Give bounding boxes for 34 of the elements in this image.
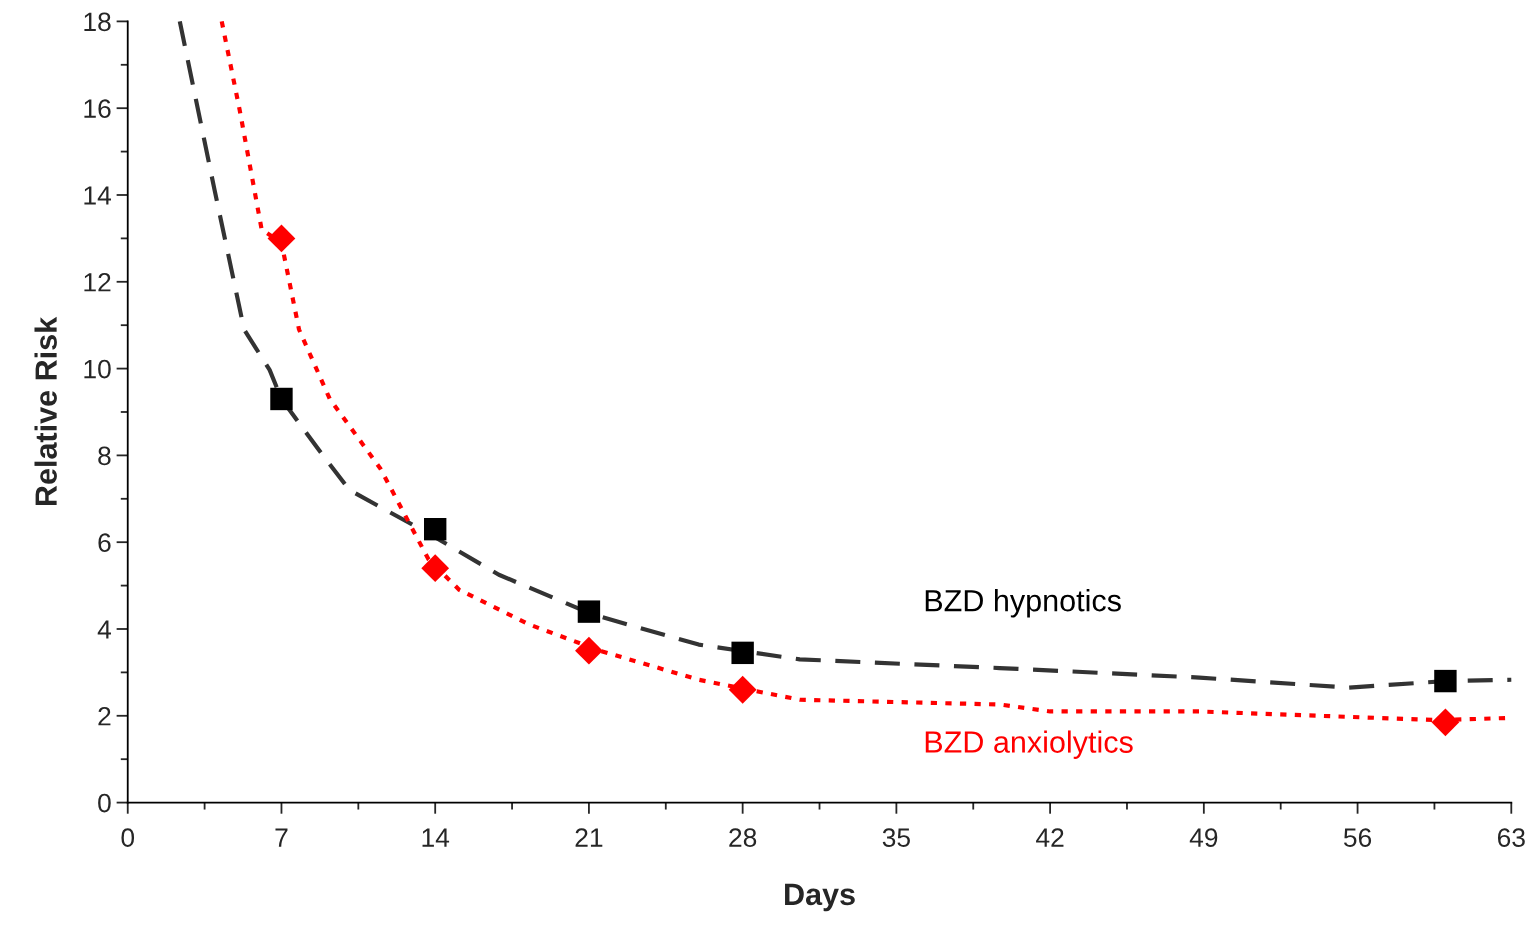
point xyxy=(424,517,447,541)
point xyxy=(731,641,754,665)
x-axis-title: Days xyxy=(785,883,855,912)
x-tick-label: 42 xyxy=(1036,828,1064,847)
x-tick-label: 35 xyxy=(882,828,910,847)
point xyxy=(575,636,603,665)
y-tick-label: 18 xyxy=(84,12,111,32)
y-tick-label: 10 xyxy=(84,359,111,379)
point xyxy=(270,387,293,411)
y-tick-label: 2 xyxy=(98,706,111,726)
point xyxy=(577,600,601,623)
x-tick-label: 0 xyxy=(121,828,135,847)
point xyxy=(1431,708,1460,737)
x-tick-label: 14 xyxy=(422,828,450,847)
y-tick-label: 0 xyxy=(98,793,111,813)
y-tick-label: 6 xyxy=(98,533,111,553)
y-axis-title: Relative Risk xyxy=(34,316,57,506)
y-tick-label: 16 xyxy=(84,99,111,119)
point xyxy=(421,554,450,583)
x-tick-label: 56 xyxy=(1343,828,1372,847)
text: BZD anxiolytics xyxy=(925,730,1133,759)
x-tick-label: 63 xyxy=(1497,828,1525,847)
x-tick-label: 7 xyxy=(275,828,288,847)
point xyxy=(728,675,757,704)
x-tick-label: 49 xyxy=(1189,828,1218,847)
y-tick-label: 12 xyxy=(84,272,111,292)
y-tick-label: 8 xyxy=(98,446,111,466)
point xyxy=(267,224,296,253)
text: BZD hypnotics xyxy=(925,589,1121,618)
x-tick-label: 21 xyxy=(575,828,603,847)
x-tick-label: 28 xyxy=(729,828,757,847)
y-tick-label: 4 xyxy=(97,620,111,639)
point xyxy=(1434,669,1457,693)
y-tick-label: 14 xyxy=(84,186,111,205)
